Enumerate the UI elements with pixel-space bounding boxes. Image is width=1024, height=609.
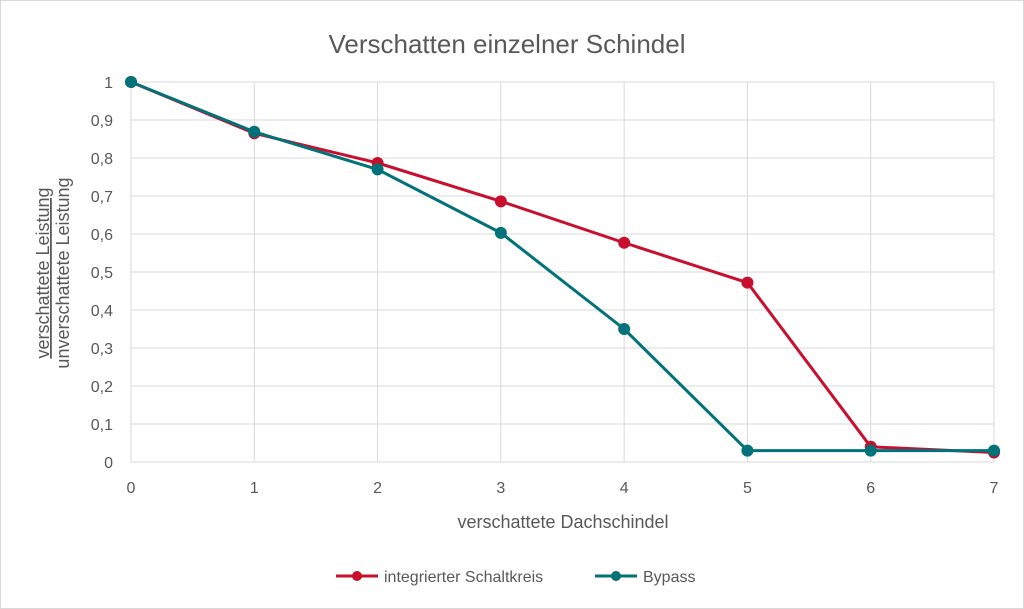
data-point-bypass <box>125 76 137 88</box>
y-tick-label: 0,9 <box>91 113 113 130</box>
data-point-bypass <box>371 163 384 176</box>
series-bypass <box>125 76 1000 457</box>
y-tick-label: 0,4 <box>91 303 113 320</box>
data-point-integrierter-schaltkreis <box>618 236 631 249</box>
y-tick-label: 1 <box>104 75 113 92</box>
legend-label-bypass: Bypass <box>643 569 695 586</box>
y-axis-label: verschattete Leistung unverschattete Lei… <box>33 177 73 368</box>
y-axis-label-denominator: unverschattete Leistung <box>53 177 73 368</box>
x-tick-label: 7 <box>990 480 999 497</box>
data-point-bypass <box>864 444 877 457</box>
y-tick-label: 0,8 <box>91 151 113 168</box>
x-axis-label: verschattete Dachschindel <box>457 512 668 532</box>
series-line-integrierter-schaltkreis <box>130 80 995 454</box>
x-tick-label: 0 <box>127 480 136 497</box>
x-tick-label: 4 <box>620 480 629 497</box>
x-tick-label: 6 <box>866 480 875 497</box>
gridlines <box>130 81 995 463</box>
data-point-bypass <box>618 323 631 335</box>
y-axis-label-numerator: verschattete Leistung <box>33 187 53 358</box>
x-tick-label: 5 <box>743 480 752 497</box>
data-point-integrierter-schaltkreis <box>741 276 754 289</box>
y-tick-label: 0 <box>104 455 113 472</box>
legend-label-integrierter-schaltkreis: integrierter Schaltkreis <box>384 569 543 586</box>
x-tick-label: 2 <box>373 480 382 497</box>
legend-marker-integrierter-schaltkreis <box>352 571 362 581</box>
y-tick-label: 0,2 <box>91 379 113 396</box>
series-layer <box>125 76 1000 459</box>
data-point-bypass <box>494 226 507 239</box>
data-point-bypass <box>741 444 754 457</box>
legend-item-integrierter-schaltkreis: integrierter Schaltkreis <box>336 569 543 586</box>
y-tick-label: 0,7 <box>91 189 113 206</box>
y-tick-label: 0,1 <box>91 417 113 434</box>
legend: integrierter Schaltkreis Bypass <box>336 569 695 586</box>
legend-item-bypass: Bypass <box>595 569 695 586</box>
series-line-bypass <box>130 80 994 453</box>
legend-marker-bypass <box>611 571 621 581</box>
data-point-bypass <box>248 125 261 138</box>
data-point-bypass <box>988 444 1000 457</box>
y-tick-label: 0,3 <box>91 341 113 358</box>
data-point-integrierter-schaltkreis <box>494 195 507 208</box>
x-tick-label: 1 <box>250 480 259 497</box>
chart-title: Verschatten einzelner Schindel <box>328 29 685 59</box>
y-axis-ticks: 0 0,1 0,2 0,3 0,4 0,5 0,6 0,7 0,8 0,9 1 <box>91 75 113 472</box>
x-axis-ticks: 0 1 2 3 4 5 6 7 <box>127 480 999 497</box>
x-tick-label: 3 <box>496 480 505 497</box>
y-tick-label: 0,6 <box>91 227 113 244</box>
y-tick-label: 0,5 <box>91 265 113 282</box>
